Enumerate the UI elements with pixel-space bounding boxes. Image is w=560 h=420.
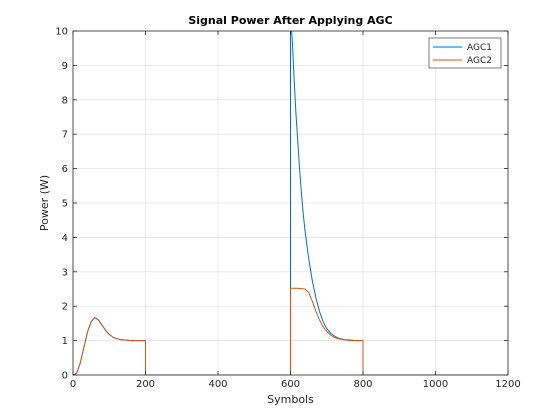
x-tick-label: 1200	[495, 379, 520, 390]
y-tick-label: 6	[62, 164, 68, 175]
legend-box	[428, 37, 502, 69]
ticks	[72, 30, 509, 376]
y-tick-label: 3	[62, 267, 68, 278]
y-tick-label: 7	[62, 130, 68, 141]
x-tick-label: 0	[70, 379, 76, 390]
series-layer	[73, 31, 508, 375]
x-tick-label: 600	[281, 379, 300, 390]
y-tick-label: 8	[62, 95, 68, 106]
chart-title: Signal Power After Applying AGC	[188, 14, 392, 27]
y-tick-label: 10	[55, 27, 68, 38]
legend: AGC1 AGC2	[428, 37, 502, 69]
legend-label-agc2: AGC2	[467, 56, 492, 66]
legend-label-agc1: AGC1	[467, 43, 492, 53]
y-axis-label: Power (W)	[38, 175, 51, 231]
y-tick-label: 1	[62, 336, 68, 347]
y-tick-label: 5	[62, 199, 68, 210]
x-tick-label: 200	[136, 379, 155, 390]
x-tick-label: 400	[208, 379, 227, 390]
y-tick-label: 2	[62, 302, 68, 313]
y-tick-label: 9	[62, 61, 68, 72]
y-tick-label: 4	[62, 233, 68, 244]
y-tick-label: 0	[62, 371, 68, 382]
x-tick-label: 800	[353, 379, 372, 390]
x-tick-label: 1000	[423, 379, 448, 390]
x-axis-label: Symbols	[267, 393, 314, 406]
series-line-agc2	[73, 287, 508, 375]
tick-labels: 0 200 400 600 800 1000 1200 0 1 2 3 4 5 6 7 8 9 10	[55, 27, 520, 391]
